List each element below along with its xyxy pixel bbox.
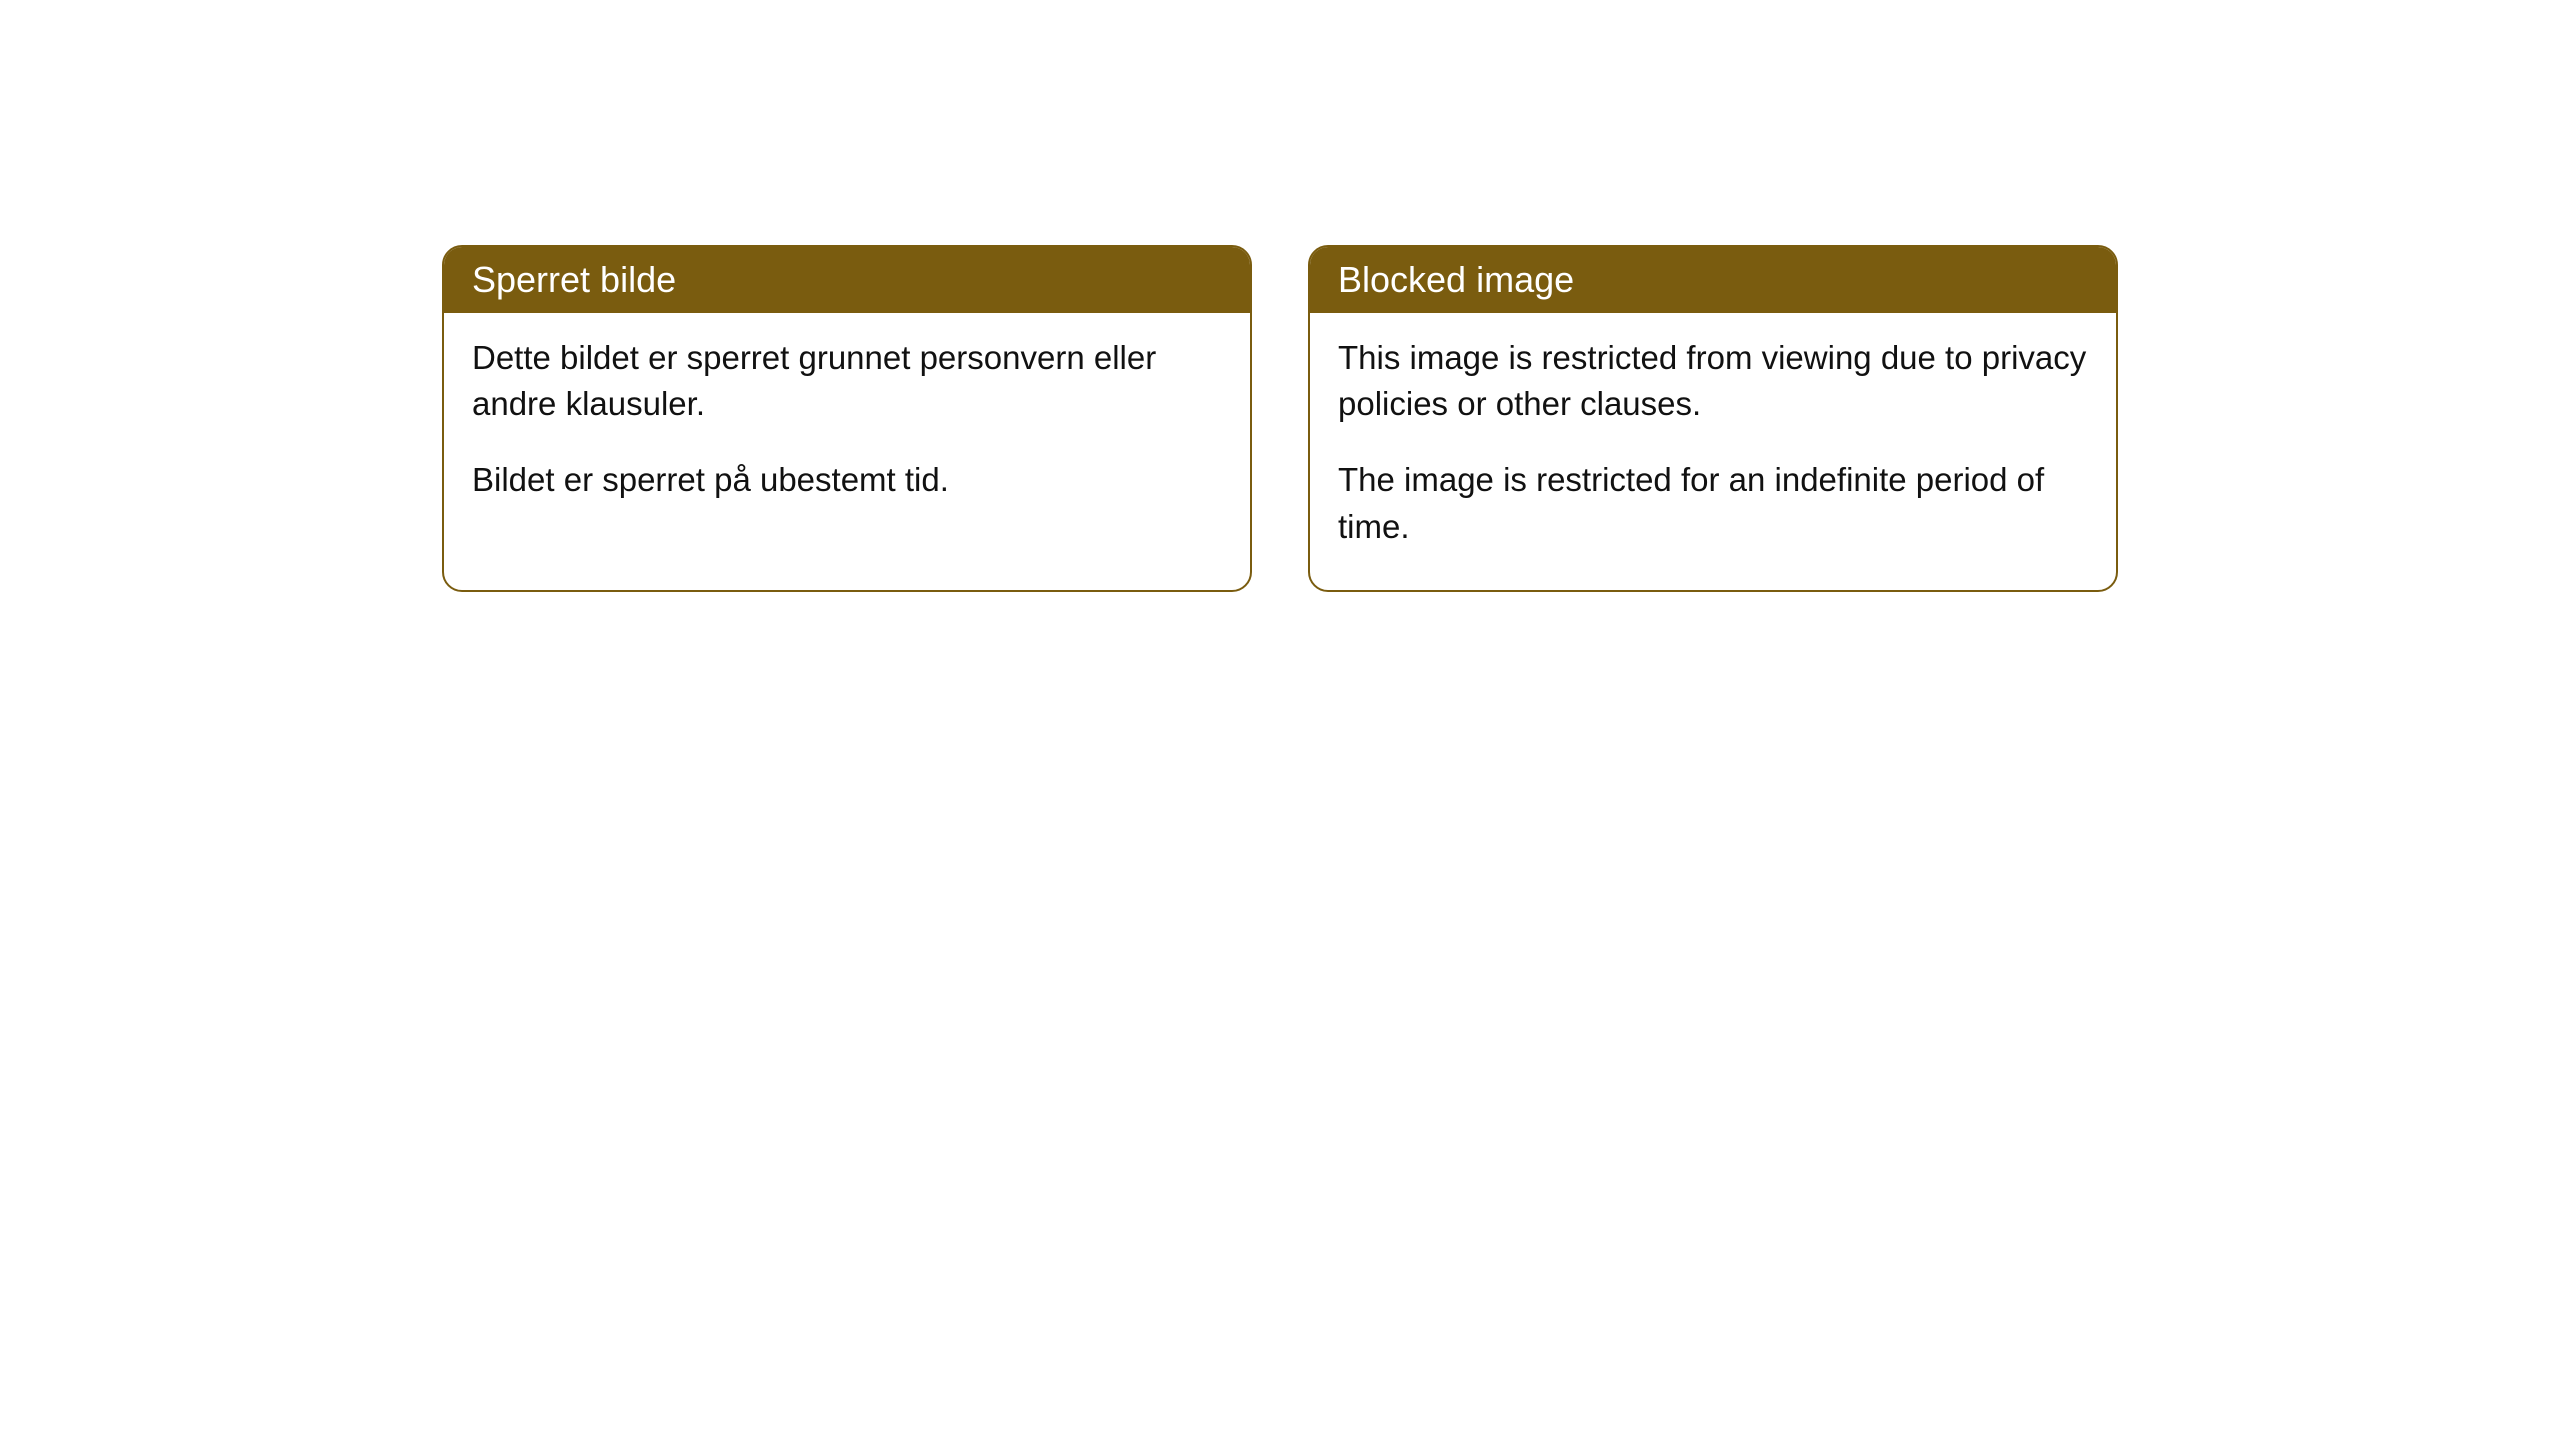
card-body-no: Dette bildet er sperret grunnet personve… <box>444 313 1250 544</box>
card-title-no: Sperret bilde <box>444 247 1250 313</box>
blocked-image-card-en: Blocked image This image is restricted f… <box>1308 245 2118 592</box>
card-title-en: Blocked image <box>1310 247 2116 313</box>
card-paragraph-2-en: The image is restricted for an indefinit… <box>1338 457 2088 549</box>
blocked-image-card-no: Sperret bilde Dette bildet er sperret gr… <box>442 245 1252 592</box>
card-body-en: This image is restricted from viewing du… <box>1310 313 2116 590</box>
card-paragraph-1-no: Dette bildet er sperret grunnet personve… <box>472 335 1222 427</box>
card-paragraph-2-no: Bildet er sperret på ubestemt tid. <box>472 457 1222 503</box>
cards-container: Sperret bilde Dette bildet er sperret gr… <box>442 245 2118 592</box>
card-paragraph-1-en: This image is restricted from viewing du… <box>1338 335 2088 427</box>
